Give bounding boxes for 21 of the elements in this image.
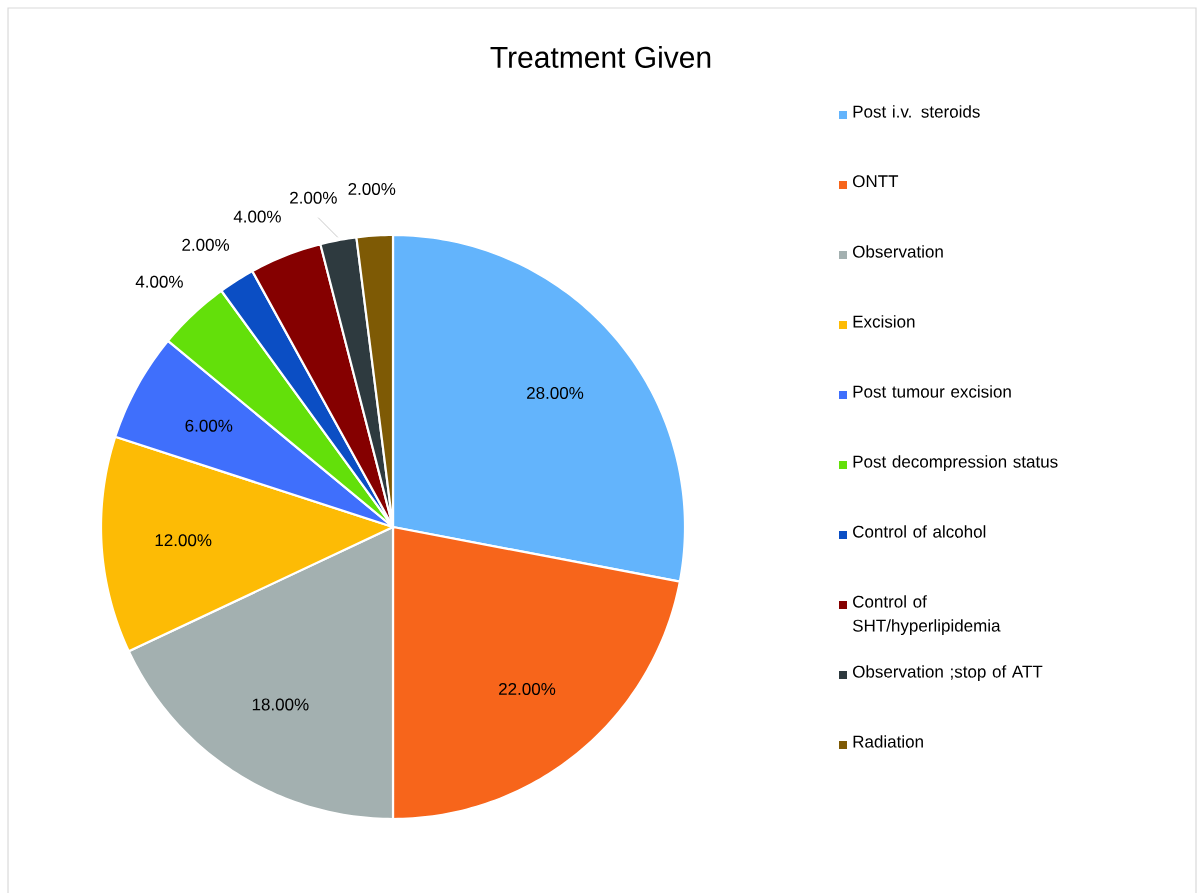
legend-label: Observation ;stop of ATT bbox=[853, 665, 1043, 682]
legend-label: Control of alcohol bbox=[853, 525, 986, 538]
data-label: 2.00% bbox=[290, 191, 337, 204]
legend-label: Post decompression status bbox=[853, 455, 1058, 472]
data-label: 4.00% bbox=[233, 210, 281, 223]
data-label: 12.00% bbox=[155, 534, 212, 547]
data-label: 18.00% bbox=[252, 698, 309, 711]
data-label: 2.00% bbox=[348, 183, 396, 196]
legend-label: Radiation bbox=[853, 735, 923, 748]
legend-label: ONTT bbox=[853, 175, 899, 188]
data-label: 4.00% bbox=[135, 275, 183, 288]
data-label: 6.00% bbox=[185, 419, 233, 432]
legend-label: Post tumour excision bbox=[853, 385, 1011, 398]
chart-title: Treatment Given bbox=[490, 46, 711, 69]
legend-label: Observation bbox=[853, 245, 943, 258]
data-label: 2.00% bbox=[182, 239, 230, 252]
data-label: 28.00% bbox=[527, 387, 584, 400]
data-label: 22.00% bbox=[499, 683, 556, 696]
legend-label: Excision bbox=[853, 315, 915, 328]
legend-label: Control of SHT/hyperlipidemia bbox=[852, 595, 1001, 636]
legend-label: Post i.v. steroids bbox=[853, 105, 980, 118]
